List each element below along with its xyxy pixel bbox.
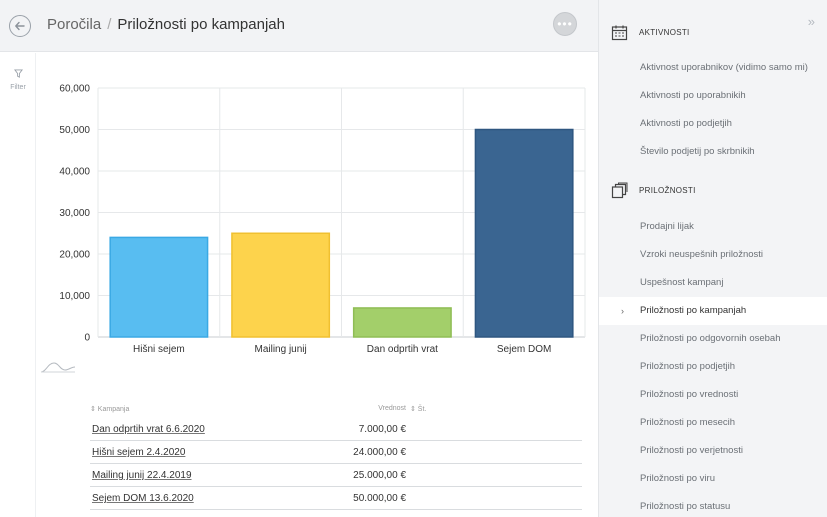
filter-label: Filter [10,84,26,91]
chevron-right-icon: › [621,306,624,316]
page-header: Poročila / Priložnosti po kampanjah ••• [0,0,598,52]
sidebar-item-label: Aktivnost uporabnikov (vidimo samo mi) [640,62,808,73]
sidebar-item-opportunities-by-status[interactable]: Priložnosti po statusu [599,493,827,517]
column-header-kampanja[interactable]: ⇕ Kampanja [90,406,130,413]
filter-icon [13,69,23,78]
section-activities: AKTIVNOSTI [611,22,690,42]
sidebar-item-lost-reasons[interactable]: Vzroki neuspešnih priložnosti [599,241,827,269]
column-header-vrednost[interactable]: Vrednost [378,405,406,412]
sidebar-item-label: Priložnosti po vrednosti [640,389,739,400]
y-tick-label: 50,000 [59,125,90,136]
sidebar-item-opportunities-by-source[interactable]: Priložnosti po viru [599,465,827,493]
y-tick-label: 60,000 [59,84,90,95]
bar [352,307,452,338]
campaign-value: 24.000,00 € [353,447,406,458]
sidebar-item-label: Število podjetij po skrbnikih [640,146,755,157]
sidebar-item-companies-by-owners[interactable]: Število podjetij po skrbnikih [599,138,827,166]
sidebar-item-label: Aktivnosti po uporabnikih [640,90,746,101]
sidebar-item-label: Priložnosti po statusu [640,501,731,512]
campaign-link[interactable]: Sejem DOM 13.6.2020 [92,493,194,504]
campaign-link[interactable]: Mailing junij 22.4.2019 [92,470,192,481]
table-row: Hišni sejem 2.4.2020 24.000,00 € [90,441,582,464]
campaign-link[interactable]: Hišni sejem 2.4.2020 [92,447,186,458]
reports-sidebar: » AKTIVNOSTI Aktivnost uporabnikov (vidi… [598,0,827,517]
opportunities-table: ⇕ Kampanja Vrednost ⇕ Št. Dan odprtih vr… [90,400,582,510]
back-button[interactable] [9,15,31,37]
y-tick-label: 0 [84,333,90,344]
campaign-link[interactable]: Dan odprtih vrat 6.6.2020 [92,424,205,435]
y-tick-label: 30,000 [59,208,90,219]
sidebar-item-activities-by-companies[interactable]: Aktivnosti po podjetjih [599,110,827,138]
campaign-value: 50.000,00 € [353,493,406,504]
filter-button[interactable]: Filter [3,65,33,91]
sidebar-item-opportunities-by-value[interactable]: Priložnosti po vrednosti [599,381,827,409]
x-tick-label: Hišni sejem [133,344,185,355]
sidebar-item-label: Prodajni lijak [640,221,694,232]
sidebar-item-opportunities-by-probability[interactable]: Priložnosti po verjetnosti [599,437,827,465]
sidebar-item-label: Priložnosti po verjetnosti [640,445,743,456]
calendar-icon [611,25,628,40]
sidebar-item-sales-funnel[interactable]: Prodajni lijak [599,213,827,241]
x-tick-label: Sejem DOM [497,344,551,355]
sidebar-item-label: Priložnosti po odgovornih osebah [640,333,781,344]
breadcrumb: Poročila / Priložnosti po kampanjah [47,16,285,33]
sidebar-item-user-activity[interactable]: Aktivnost uporabnikov (vidimo samo mi) [599,54,827,82]
more-options-button[interactable]: ••• [553,12,577,36]
table-row: Sejem DOM 13.6.2020 50.000,00 € [90,487,582,510]
arrow-left-icon [15,21,25,31]
y-tick-label: 10,000 [59,291,90,302]
x-tick-label: Dan odprtih vrat [367,344,438,355]
y-tick-label: 20,000 [59,250,90,261]
y-tick-label: 40,000 [59,167,90,178]
sidebar-item-label: Vzroki neuspešnih priložnosti [640,249,764,260]
sidebar-item-opportunities-by-companies[interactable]: Priložnosti po podjetjih [599,353,827,381]
bar [109,236,209,338]
section-opportunities: PRILOŽNOSTI [611,180,696,200]
sidebar-item-opportunities-by-month[interactable]: Priložnosti po mesecih [599,409,827,437]
sidebar-item-label: Priložnosti po viru [640,473,715,484]
table-row: Dan odprtih vrat 6.6.2020 7.000,00 € [90,418,582,441]
campaign-value: 25.000,00 € [353,470,406,481]
sidebar-item-label: Priložnosti po podjetjih [640,361,736,372]
campaign-value: 7.000,00 € [358,424,406,435]
x-tick-label: Mailing junij [255,344,307,355]
page-title: Priložnosti po kampanjah [117,16,285,33]
bar-chart: 0 10,000 20,000 30,000 40,000 50,000 60,000 Hiš… [36,53,598,373]
bar [474,128,574,338]
sidebar-item-opportunities-by-campaign[interactable]: › Priložnosti po kampanjah [599,297,827,325]
bar [231,232,331,338]
sidebar-item-label: Priložnosti po kampanjah [640,305,747,316]
folders-icon [611,182,628,198]
table-header: ⇕ Kampanja Vrednost ⇕ Št. [90,400,582,418]
breadcrumb-reports-link[interactable]: Poročila [47,16,102,33]
sidebar-item-opportunities-by-responsible[interactable]: Priložnosti po odgovornih osebah [599,325,827,353]
column-header-st[interactable]: ⇕ Št. [410,406,427,413]
section-title-opportunities: PRILOŽNOSTI [639,185,696,195]
sidebar-item-campaign-success[interactable]: Uspešnost kampanj [599,269,827,297]
chart-type-toggle-icon[interactable] [40,360,76,374]
chart-canvas: 0 10,000 20,000 30,000 40,000 50,000 60,000 Hiš… [59,84,586,355]
sidebar-item-label: Uspešnost kampanj [640,277,724,288]
breadcrumb-separator: / [107,16,112,33]
collapse-sidebar-button[interactable]: » [807,14,815,29]
filter-rail: Filter [0,53,36,517]
sidebar-item-label: Aktivnosti po podjetjih [640,118,732,129]
sidebar-item-activities-by-users[interactable]: Aktivnosti po uporabnikih [599,82,827,110]
table-row: Mailing junij 22.4.2019 25.000,00 € [90,464,582,487]
sidebar-item-label: Priložnosti po mesecih [640,417,736,428]
section-title-activities: AKTIVNOSTI [639,27,690,37]
